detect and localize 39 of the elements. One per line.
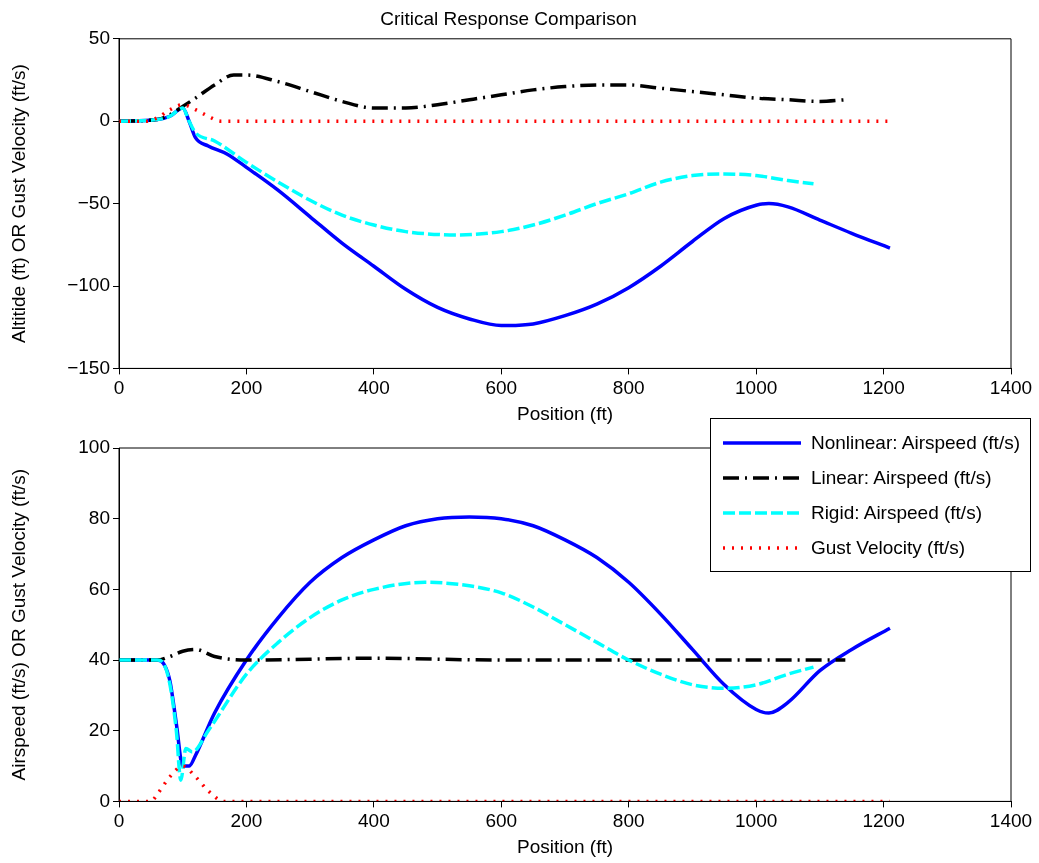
y-tick-label: 80: [88, 506, 110, 528]
y-tick-label: 0: [99, 789, 110, 811]
y-tick-label: 20: [88, 718, 110, 740]
line-series: [119, 764, 892, 802]
y-axis-title: Altitide (ft) OR Gust Velocity (ft/s): [7, 64, 29, 343]
legend-label: Gust Velocity (ft/s): [810, 536, 966, 559]
x-tick-label: 1200: [862, 377, 905, 399]
y-tick-label: 0: [99, 109, 110, 131]
line-series: [119, 106, 816, 237]
chart-title: Critical Response Comparison: [380, 7, 637, 29]
y-axis-title: Airspeed (ft/s) OR Gust Velocity (ft/s): [7, 468, 29, 781]
x-tick-label: 0: [113, 810, 125, 832]
y-tick-label: 50: [88, 27, 110, 49]
y-tick-label: 60: [88, 577, 110, 599]
line-series: [119, 580, 816, 782]
x-tick-label: 1400: [989, 377, 1033, 399]
x-tick-label: 1200: [862, 810, 905, 832]
x-tick-label: 1000: [735, 377, 778, 399]
x-axis-title: Position (ft): [516, 835, 614, 857]
y-tick-label: −150: [67, 356, 110, 378]
x-tick-label: 400: [358, 377, 390, 399]
x-tick-label: 1000: [735, 810, 778, 832]
legend-label: Nonlinear: Airspeed (ft/s): [810, 431, 1020, 454]
y-tick-label: −100: [67, 274, 110, 296]
x-tick-label: 400: [358, 810, 390, 832]
legend-label: Linear: Airspeed (ft/s): [810, 466, 992, 489]
y-tick-label: 100: [78, 436, 110, 458]
x-tick-label: 800: [612, 377, 645, 399]
y-tick-label: 40: [88, 648, 110, 670]
y-tick-label: −50: [77, 191, 110, 213]
x-tick-label: 600: [485, 810, 518, 832]
x-tick-label: 200: [230, 810, 263, 832]
x-tick-label: 200: [230, 377, 263, 399]
x-tick-label: 600: [485, 377, 518, 399]
x-tick-label: 1400: [989, 810, 1033, 832]
legend-label: Rigid: Airspeed (ft/s): [810, 501, 982, 524]
x-axis-title: Position (ft): [516, 402, 614, 424]
x-tick-label: 800: [612, 810, 645, 832]
x-tick-label: 0: [113, 377, 125, 399]
